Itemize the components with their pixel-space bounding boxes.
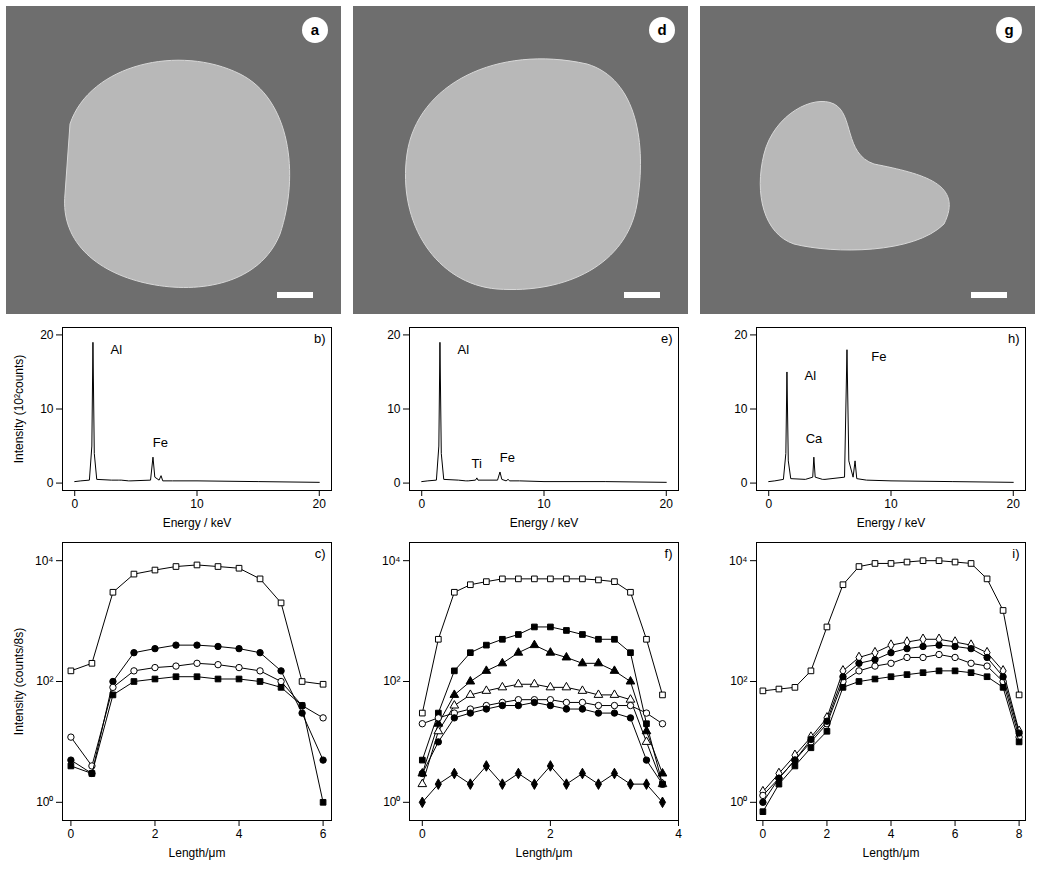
- svg-text:4: 4: [888, 827, 895, 841]
- svg-text:10: 10: [537, 497, 551, 511]
- svg-text:10: 10: [40, 402, 54, 416]
- svg-text:Fe: Fe: [871, 349, 886, 364]
- svg-text:10²: 10²: [36, 674, 53, 688]
- svg-text:20: 20: [734, 328, 748, 342]
- svg-text:f): f): [665, 546, 673, 561]
- svg-text:Al: Al: [805, 368, 817, 383]
- svg-text:0: 0: [765, 497, 772, 511]
- svg-text:Fe: Fe: [153, 435, 168, 450]
- svg-text:i): i): [1012, 546, 1019, 561]
- svg-text:10⁴: 10⁴: [729, 554, 748, 568]
- svg-text:Energy / keV: Energy / keV: [857, 516, 926, 530]
- svg-text:10⁴: 10⁴: [35, 554, 54, 568]
- svg-text:a: a: [311, 21, 320, 38]
- svg-text:10²: 10²: [730, 674, 747, 688]
- svg-text:0: 0: [394, 476, 401, 490]
- svg-text:Length/μm: Length/μm: [169, 846, 226, 860]
- svg-text:Intensity (counts/8s): Intensity (counts/8s): [12, 628, 26, 735]
- svg-text:0: 0: [68, 827, 75, 841]
- svg-text:0: 0: [71, 497, 78, 511]
- svg-text:Al: Al: [111, 342, 123, 357]
- svg-text:Ti: Ti: [472, 456, 482, 471]
- svg-text:10²: 10²: [383, 674, 400, 688]
- svg-text:20: 20: [313, 497, 327, 511]
- svg-text:0: 0: [741, 476, 748, 490]
- svg-text:0: 0: [47, 476, 54, 490]
- svg-text:0: 0: [760, 827, 767, 841]
- svg-text:6: 6: [952, 827, 959, 841]
- svg-text:c): c): [315, 546, 326, 561]
- svg-text:20: 20: [40, 328, 54, 342]
- svg-text:2: 2: [547, 827, 554, 841]
- svg-text:10: 10: [387, 402, 401, 416]
- svg-text:6: 6: [320, 827, 327, 841]
- svg-text:10⁰: 10⁰: [730, 795, 747, 809]
- svg-text:g: g: [1004, 21, 1013, 38]
- svg-text:10: 10: [734, 402, 748, 416]
- svg-text:Energy / keV: Energy / keV: [163, 516, 232, 530]
- svg-text:20: 20: [387, 328, 401, 342]
- svg-text:0: 0: [418, 497, 425, 511]
- svg-text:10⁰: 10⁰: [383, 795, 400, 809]
- svg-text:Ca: Ca: [806, 431, 823, 446]
- svg-text:10⁰: 10⁰: [36, 795, 53, 809]
- svg-text:20: 20: [660, 497, 674, 511]
- svg-text:8: 8: [1016, 827, 1023, 841]
- svg-text:b): b): [314, 331, 326, 346]
- svg-text:20: 20: [1007, 497, 1021, 511]
- svg-text:4: 4: [236, 827, 243, 841]
- svg-text:Intensity (10²counts): Intensity (10²counts): [12, 355, 26, 464]
- svg-text:10: 10: [884, 497, 898, 511]
- svg-text:Length/μm: Length/μm: [863, 846, 920, 860]
- svg-text:4: 4: [675, 827, 682, 841]
- svg-text:Energy / keV: Energy / keV: [510, 516, 579, 530]
- svg-text:e): e): [661, 331, 673, 346]
- svg-text:2: 2: [824, 827, 831, 841]
- svg-text:Fe: Fe: [500, 450, 515, 465]
- svg-text:d: d: [657, 21, 666, 38]
- svg-text:Al: Al: [458, 342, 470, 357]
- svg-text:10: 10: [190, 497, 204, 511]
- svg-text:10⁴: 10⁴: [382, 554, 401, 568]
- svg-text:Length/μm: Length/μm: [516, 846, 573, 860]
- svg-text:2: 2: [152, 827, 159, 841]
- svg-text:h): h): [1008, 331, 1020, 346]
- svg-text:0: 0: [419, 827, 426, 841]
